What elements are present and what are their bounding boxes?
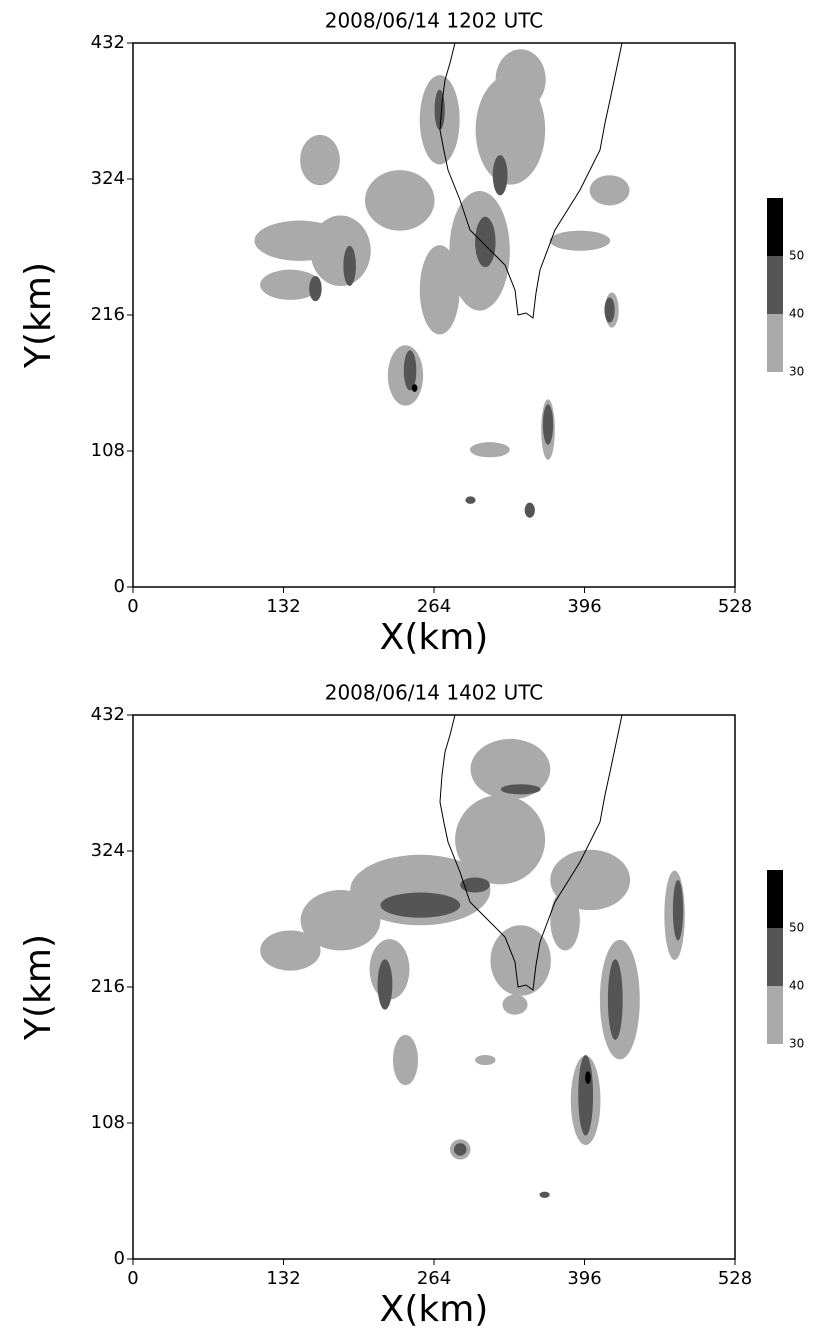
colorbar-label: 30 [789, 1037, 804, 1051]
x-axis-label: X(km) [380, 617, 489, 658]
reflectivity-cell [365, 170, 435, 230]
x-tick-label: 528 [718, 596, 752, 617]
x-tick-label: 396 [567, 1268, 601, 1289]
y-tick-label: 324 [91, 840, 125, 861]
reflectivity-cell [378, 959, 393, 1009]
reflectivity-cell [496, 49, 546, 109]
y-tick-label: 0 [114, 576, 125, 597]
y-tick-label: 108 [91, 1112, 125, 1133]
y-tick-label: 216 [91, 976, 125, 997]
x-tick-label: 396 [567, 596, 601, 617]
figure: 2008/06/14 1202 UTC 0 132 264 396 528 0 108 216 3… [0, 0, 814, 1331]
x-tick-label: 0 [127, 1268, 138, 1289]
reflectivity-cell [501, 784, 541, 794]
x-tick-label: 264 [417, 1268, 451, 1289]
reflectivity-cell [393, 1035, 418, 1085]
x-axis-label: X(km) [380, 1289, 489, 1330]
reflectivity-cell [604, 297, 614, 322]
reflectivity-cell [608, 959, 623, 1040]
y-tick-label: 324 [91, 168, 125, 189]
colorbar-band [767, 870, 783, 928]
x-tick-label: 132 [266, 1268, 300, 1289]
y-tick-label: 216 [91, 304, 125, 325]
reflectivity-cell [300, 135, 340, 185]
reflectivity-cell [465, 496, 475, 504]
colorbar-band [767, 928, 783, 986]
reflectivity-cell [260, 930, 320, 970]
panel: 2008/06/14 1402 UTC 0 132 264 396 528 0 108 216 3… [18, 681, 804, 1331]
colorbar-label: 40 [789, 307, 804, 321]
reflectivity-cell [454, 1143, 467, 1156]
reflectivity-cell [343, 246, 356, 286]
reflectivity-cell [470, 442, 510, 457]
x-tick-label: 132 [266, 596, 300, 617]
reflectivity-cell [539, 1192, 549, 1198]
y-axis-label: Y(km) [18, 262, 59, 369]
y-tick-label: 432 [91, 32, 125, 53]
colorbar-label: 50 [789, 249, 804, 263]
reflectivity-cell [578, 1055, 593, 1136]
x-tick-label: 264 [417, 596, 451, 617]
reflectivity-cell [502, 995, 527, 1015]
reflectivity-cell [475, 1055, 496, 1065]
x-tick-label: 528 [718, 1268, 752, 1289]
reflectivity-cell [475, 217, 496, 267]
reflectivity-cell [550, 890, 580, 950]
reflectivity-cell [673, 880, 683, 940]
chart-title: 2008/06/14 1402 UTC [325, 681, 544, 705]
colorbar-band [767, 198, 783, 256]
reflectivity-cell [590, 175, 630, 205]
reflectivity-cell [493, 155, 508, 195]
y-tick-label: 108 [91, 440, 125, 461]
reflectivity-cell [412, 384, 418, 392]
reflectivity-cell [420, 245, 460, 334]
y-tick-label: 432 [91, 704, 125, 725]
colorbar-band [767, 256, 783, 314]
panel: 2008/06/14 1202 UTC 0 132 264 396 528 0 108 216 3… [18, 9, 804, 659]
reflectivity-cell [380, 893, 460, 918]
colorbar-band [767, 314, 783, 372]
colorbar-label: 30 [789, 365, 804, 379]
y-tick-label: 0 [114, 1248, 125, 1269]
plot-frame [133, 715, 735, 1259]
reflectivity-cell [310, 216, 370, 287]
x-tick-label: 0 [127, 596, 138, 617]
reflectivity-cell [543, 404, 553, 444]
chart-title: 2008/06/14 1202 UTC [325, 9, 544, 33]
colorbar-label: 50 [789, 921, 804, 935]
colorbar-label: 40 [789, 979, 804, 993]
y-axis-label: Y(km) [18, 934, 59, 1041]
reflectivity-cell [309, 276, 322, 301]
reflectivity-cell [525, 503, 535, 518]
reflectivity-cell [585, 1071, 591, 1084]
colorbar-band [767, 986, 783, 1044]
reflectivity-cell [550, 231, 610, 251]
